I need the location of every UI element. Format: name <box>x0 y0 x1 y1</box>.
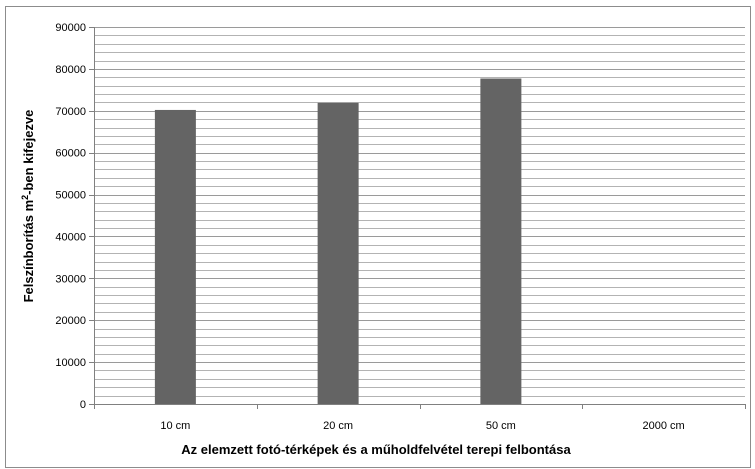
x-tick-label: 2000 cm <box>643 420 685 432</box>
x-tick-labels: 10 cm 20 cm 50 cm 2000 cm <box>160 420 684 432</box>
y-tick-label: 0 <box>80 399 86 411</box>
x-axis-title: Az elemzett fotó-térképek és a műholdfel… <box>181 442 571 457</box>
gridlines <box>94 27 745 397</box>
y-tick-label: 20000 <box>55 315 86 327</box>
y-tick-labels: 0 10000 20000 30000 40000 50000 60000 70000 8000… <box>55 22 86 411</box>
bar <box>154 109 196 404</box>
y-tick-label: 90000 <box>55 22 86 34</box>
x-tick-label: 10 cm <box>160 420 190 432</box>
bars <box>154 78 522 405</box>
y-axis-title-superscript: 2 <box>20 195 30 200</box>
y-tick-label: 60000 <box>55 148 86 160</box>
y-tick-label: 70000 <box>55 106 86 118</box>
y-axis-title-part-2: -ben kifejezve <box>21 110 36 195</box>
x-tick-label: 20 cm <box>323 420 353 432</box>
bar <box>480 78 522 405</box>
x-tick-label: 50 cm <box>486 420 516 432</box>
y-tick-label: 50000 <box>55 190 86 202</box>
bar-chart: 0 10000 20000 30000 40000 50000 60000 70000 8000… <box>20 22 746 457</box>
y-tick-label: 80000 <box>55 64 86 76</box>
y-axis-title-part-1: Felszínborítás m <box>21 200 36 303</box>
y-axis-title: Felszínborítás m2-ben kifejezve <box>20 110 36 303</box>
axes <box>89 27 746 409</box>
bar <box>317 102 359 405</box>
y-tick-label: 30000 <box>55 273 86 285</box>
y-tick-label: 10000 <box>55 357 86 369</box>
y-tick-label: 40000 <box>55 231 86 243</box>
chart-frame: 0 10000 20000 30000 40000 50000 60000 70000 8000… <box>5 6 751 468</box>
